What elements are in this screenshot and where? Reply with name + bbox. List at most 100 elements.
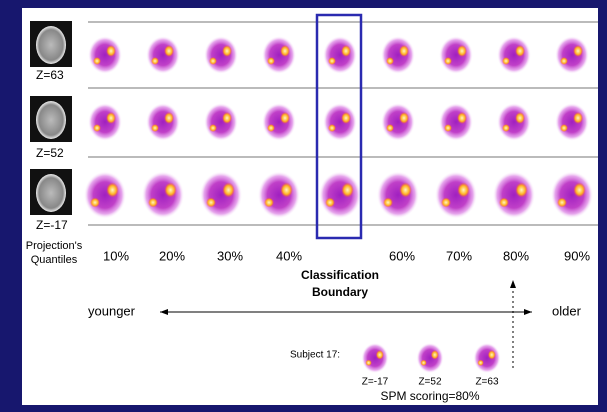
hotspot [151, 57, 159, 65]
hotspot [209, 57, 217, 65]
hotspot [441, 198, 451, 208]
hotspot [444, 57, 452, 65]
hotspot [457, 112, 467, 124]
quantile-label: 20% [159, 248, 185, 263]
brain-map [88, 36, 122, 74]
hotspot [573, 183, 586, 198]
hotspot [280, 45, 290, 57]
brain-map [439, 103, 473, 141]
brain-map [204, 36, 238, 74]
brain-map [319, 171, 362, 219]
hotspot [386, 57, 394, 65]
hotspot [386, 124, 394, 132]
hotspot [341, 183, 354, 198]
hotspot [444, 124, 452, 132]
heading: Projection's [26, 240, 83, 252]
boundary-label: Boundary [312, 285, 368, 299]
hotspot [399, 45, 409, 57]
brain-map [146, 36, 180, 74]
quantile-label: 10% [103, 248, 129, 263]
brain-map [493, 171, 536, 219]
brain-map [258, 171, 301, 219]
age-left: younger [88, 303, 136, 318]
hotspot [106, 183, 119, 198]
hotspot [502, 124, 510, 132]
brain-map [323, 103, 357, 141]
hotspot [431, 350, 439, 360]
brain-map [435, 171, 478, 219]
brain-map [381, 36, 415, 74]
hotspot [573, 45, 583, 57]
hotspot [502, 57, 510, 65]
brain-map [416, 343, 443, 373]
hotspot [164, 45, 174, 57]
hotspot [341, 112, 351, 124]
brain-map [88, 103, 122, 141]
hotspot [515, 183, 528, 198]
hotspot [399, 183, 412, 198]
brain-map [551, 171, 594, 219]
subject-slice: Z=63 [475, 377, 499, 388]
brain-map [142, 171, 185, 219]
quantile-label: 90% [564, 248, 590, 263]
hotspot [457, 45, 467, 57]
hotspot [383, 198, 393, 208]
subject-slice: Z=-17 [362, 377, 389, 388]
hotspot [560, 124, 568, 132]
hotspot [209, 124, 217, 132]
hotspot [457, 183, 470, 198]
hotspot [420, 360, 426, 366]
hotspot [93, 57, 101, 65]
brain-map [381, 103, 415, 141]
brain-map [204, 103, 238, 141]
mri-slice [36, 101, 66, 139]
brain-map [323, 36, 357, 74]
brain-map [497, 36, 531, 74]
hotspot [399, 112, 409, 124]
hotspot [573, 112, 583, 124]
hotspot [560, 57, 568, 65]
brain-map [497, 103, 531, 141]
hotspot [376, 350, 384, 360]
hotspot [328, 124, 336, 132]
hotspot [267, 124, 275, 132]
hotspot [280, 112, 290, 124]
hotspot [222, 183, 235, 198]
hotspot [222, 112, 232, 124]
slice-label: Z=63 [36, 68, 64, 82]
subject-label: Subject 17: [290, 350, 340, 361]
brain-map [200, 171, 243, 219]
hotspot [477, 360, 483, 366]
brain-map [361, 343, 388, 373]
slide: Z=63 Z=52 Z=-17 Projection's Quantiles C… [0, 0, 607, 412]
quantile-label: 30% [217, 248, 243, 263]
hotspot [106, 112, 116, 124]
age-right: older [552, 303, 582, 318]
brain-map [439, 36, 473, 74]
brain-map [146, 103, 180, 141]
hotspot [93, 124, 101, 132]
hotspot [328, 57, 336, 65]
hotspot [365, 360, 371, 366]
brain-map [262, 103, 296, 141]
hotspot [148, 198, 158, 208]
scoring: SPM scoring=80% [380, 389, 479, 403]
mri-slice [36, 174, 66, 212]
hotspot [106, 45, 116, 57]
brain-map [262, 36, 296, 74]
brain-map [555, 36, 589, 74]
hotspot [341, 45, 351, 57]
slice-label: Z=-17 [36, 218, 68, 232]
quantile-label: 40% [276, 248, 302, 263]
subject-slice: Z=52 [418, 377, 442, 388]
hotspot [206, 198, 216, 208]
quantile-label: 70% [446, 248, 472, 263]
boundary-label: Classification [301, 268, 379, 282]
hotspot [267, 57, 275, 65]
hotspot [515, 112, 525, 124]
hotspot [280, 183, 293, 198]
hotspot [325, 198, 335, 208]
quantile-label: 80% [503, 248, 529, 263]
hotspot [557, 198, 567, 208]
hotspot [90, 198, 100, 208]
